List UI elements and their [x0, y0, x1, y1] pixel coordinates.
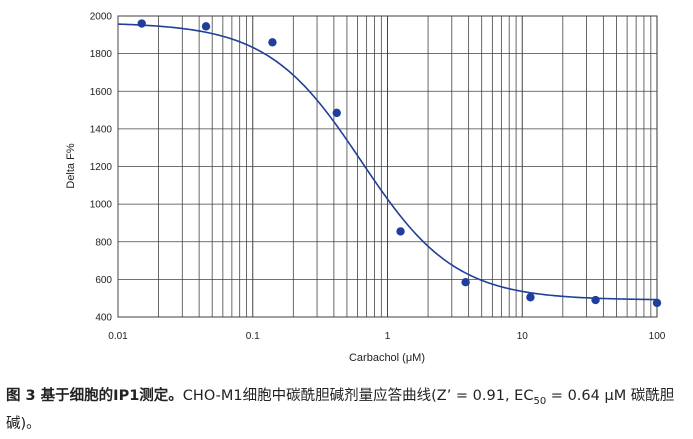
fit-curve — [117, 23, 658, 301]
data-points — [137, 19, 662, 308]
data-point — [137, 19, 146, 28]
y-tick-label: 400 — [95, 313, 112, 324]
data-point — [652, 298, 662, 308]
caption-subscript: 50 — [533, 395, 547, 407]
data-point — [332, 108, 341, 118]
x-tick-label: 0.01 — [108, 331, 128, 342]
data-point — [461, 277, 470, 287]
y-tick-label: 1400 — [90, 124, 113, 135]
data-point — [268, 38, 277, 47]
x-tick-label: 10 — [517, 331, 529, 342]
y-tick-label: 1600 — [90, 87, 113, 98]
data-point — [591, 295, 600, 305]
dose-response-chart: 0.01 0.1 1 10 100 400 600 800 1000 1200 1400 1600 1… — [65, 12, 666, 365]
x-tick-label: 100 — [649, 331, 666, 342]
x-tick-labels: 0.01 0.1 1 10 100 — [108, 331, 666, 342]
y-tick-labels: 400 600 800 1000 1200 1400 1600 1800 2000 — [90, 12, 113, 324]
grid-lines — [117, 15, 657, 318]
caption-text: CHO-M1细胞中碳酰胆碱剂量应答曲线(Z’ = 0.91, EC — [182, 388, 534, 404]
y-tick-label: 800 — [95, 237, 112, 248]
figure-caption: 图 3 基于细胞的IP1测定。CHO-M1细胞中碳酰胆碱剂量应答曲线(Z’ = … — [6, 385, 690, 435]
x-tick-label: 0.1 — [246, 331, 260, 342]
y-tick-label: 600 — [95, 275, 112, 286]
y-tick-label: 1000 — [90, 200, 113, 211]
y-tick-label: 1200 — [90, 162, 113, 173]
data-point — [396, 227, 405, 236]
y-axis-label: Delta F% — [65, 143, 77, 188]
caption-text-after: = 0.64 μM 碳酰胆碱)。 — [6, 388, 675, 432]
x-tick-label: 1 — [385, 331, 391, 342]
data-point — [526, 293, 535, 302]
data-point — [201, 22, 211, 31]
y-tick-label: 1800 — [90, 49, 113, 60]
figure-label: 图 3 基于细胞的IP1测定。 — [6, 388, 183, 404]
x-axis-label: Carbachol (μM) — [349, 352, 425, 364]
y-tick-label: 2000 — [90, 12, 113, 23]
